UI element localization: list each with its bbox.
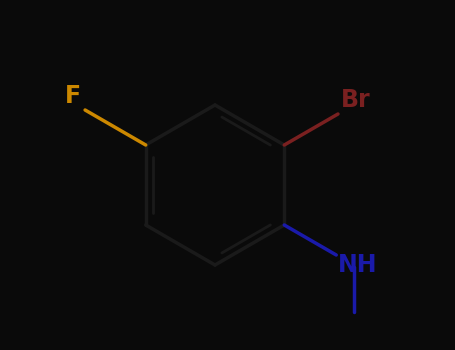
Text: Br: Br <box>341 88 371 112</box>
Text: F: F <box>65 84 81 108</box>
Text: NH: NH <box>338 253 378 277</box>
